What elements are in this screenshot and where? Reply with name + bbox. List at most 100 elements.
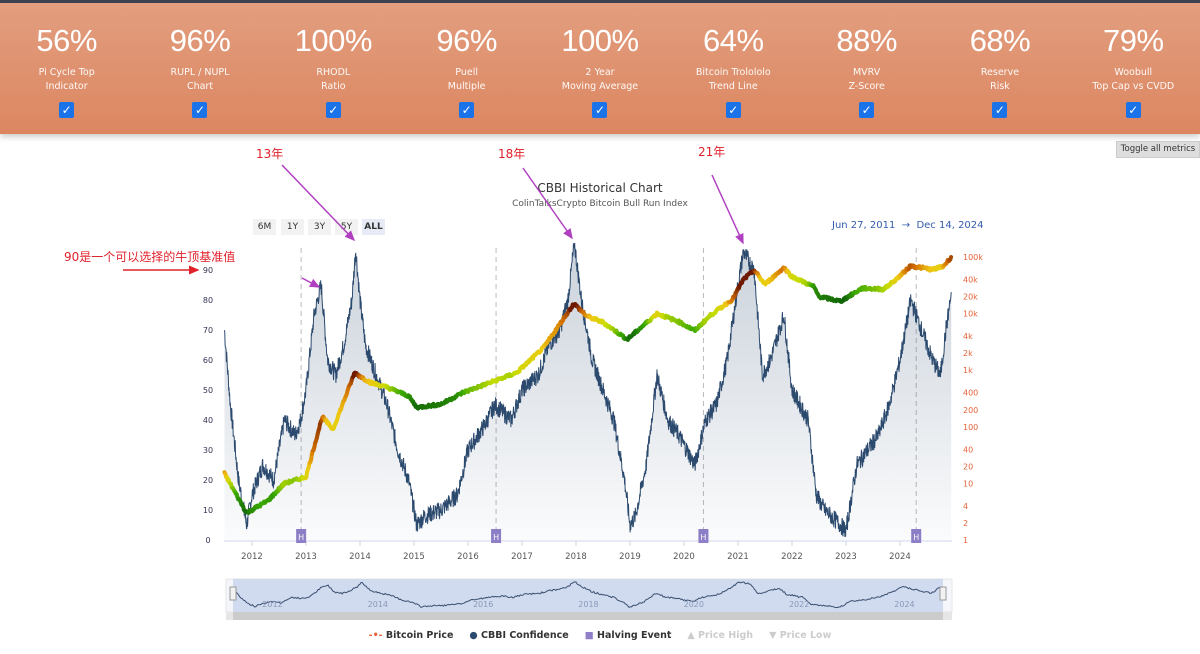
metric-checkbox[interactable]: ✓: [192, 102, 208, 118]
annotation-90-threshold: 90是一个可以选择的牛顶基准值: [64, 250, 236, 264]
range-6m-button[interactable]: 6M: [253, 219, 276, 235]
x-tick-label: 2017: [511, 552, 533, 562]
x-tick-label: 2016: [457, 552, 479, 562]
metric-checkbox[interactable]: ✓: [725, 102, 741, 118]
x-tick-label: 2013: [295, 552, 317, 562]
right-tick-label: 1k: [963, 366, 973, 375]
metric-label: Reserve Risk: [933, 66, 1066, 93]
metric-value: 100%: [561, 23, 639, 58]
right-tick-label: 100: [963, 423, 978, 432]
metric-value: 96%: [169, 23, 231, 58]
metric-label: MVRV Z-Score: [800, 66, 933, 93]
range-1y-button[interactable]: 1Y: [281, 219, 304, 235]
navigator-tick: 2014: [368, 600, 388, 609]
legend-cbbi[interactable]: ● CBBI Confidence: [469, 630, 569, 641]
annotation-arrow: [522, 167, 573, 240]
date-range[interactable]: Jun 27, 2011 → Dec 14, 2024: [832, 220, 984, 231]
left-tick-label: 50: [203, 386, 213, 395]
right-tick-label: 20: [963, 462, 973, 471]
left-tick-label: 90: [203, 266, 213, 275]
metric-1: 96% RUPL / NUPL Chart ✓: [133, 3, 266, 134]
chart-subtitle: ColinTalksCrypto Bitcoin Bull Run Index: [512, 199, 688, 209]
legend-price-high[interactable]: ▲ Price High: [687, 630, 754, 641]
metric-2: 100% RHODL Ratio ✓: [267, 3, 400, 134]
metric-label-line1: Bitcoin Trolololo: [695, 67, 771, 78]
metric-label-line1: RUPL / NUPL: [170, 67, 230, 78]
left-tick-label: 60: [203, 356, 213, 365]
legend-bitcoin-price[interactable]: -•- Bitcoin Price: [368, 630, 454, 641]
metric-label-line2: Multiple: [447, 80, 486, 92]
metric-checkbox[interactable]: ✓: [592, 102, 608, 118]
metric-label-line2: Risk: [990, 80, 1010, 92]
metric-0: 56% Pi Cycle Top Indicator ✓: [0, 3, 133, 134]
metric-label-line1: Woobull: [1114, 67, 1153, 78]
metric-checkbox[interactable]: ✓: [459, 102, 475, 118]
metric-label-line2: Z-Score: [848, 80, 885, 92]
navigator-tick: 2020: [684, 600, 704, 609]
metric-3: 96% Puell Multiple ✓: [400, 3, 533, 134]
metric-checkbox[interactable]: ✓: [1125, 102, 1141, 118]
metric-label-line2: Indicator: [45, 80, 88, 92]
chart-legend: -•- Bitcoin Price ● CBBI Confidence ■ Ha…: [0, 630, 1200, 641]
annotation-arrow: [711, 174, 744, 245]
navigator-selection: [233, 579, 943, 612]
left-tick-label: 80: [203, 296, 213, 305]
metric-checkbox[interactable]: ✓: [992, 102, 1008, 118]
legend-price-low[interactable]: ▼ Price Low: [769, 630, 832, 641]
metric-value: 96%: [436, 23, 497, 58]
right-tick-label: 4k: [963, 332, 973, 341]
left-tick-label: 70: [203, 326, 213, 335]
metric-label-line1: 2 Year: [585, 67, 615, 78]
metric-value: 64%: [703, 23, 764, 58]
metric-value: 56%: [36, 23, 97, 58]
x-tick-label: 2015: [403, 552, 425, 562]
date-from[interactable]: Jun 27, 2011: [832, 220, 896, 231]
right-tick-label: 40: [963, 445, 973, 454]
legend-label: CBBI Confidence: [481, 630, 569, 641]
metric-checkbox[interactable]: ✓: [325, 102, 341, 118]
x-tick-label: 2018: [565, 552, 587, 562]
top-bar: [0, 0, 1200, 3]
navigator-line: [233, 581, 942, 609]
metric-label: Pi Cycle Top Indicator: [0, 66, 133, 93]
x-tick-label: 2024: [889, 552, 911, 562]
metric-checkbox[interactable]: ✓: [59, 102, 75, 118]
metric-label-line2: Trend Line: [708, 80, 758, 92]
metric-checkbox[interactable]: ✓: [859, 102, 875, 118]
legend-halving[interactable]: ■ Halving Event: [584, 630, 672, 641]
x-tick-label: 2022: [781, 552, 803, 562]
range-all-button[interactable]: ALL: [362, 219, 385, 235]
metric-label-line1: RHODL: [316, 67, 351, 78]
metric-label: Bitcoin Trolololo Trend Line: [667, 66, 800, 93]
navigator-handle-right[interactable]: [939, 586, 947, 601]
metric-4: 100% 2 Year Moving Average ✓: [533, 3, 666, 134]
metric-value: 100%: [294, 23, 373, 58]
metric-label-line2: Moving Average: [561, 80, 639, 92]
x-tick-label: 2020: [673, 552, 695, 562]
metric-value: 79%: [1103, 23, 1164, 58]
navigator-tick: 2022: [789, 600, 809, 609]
left-tick-label: 20: [203, 476, 213, 485]
right-tick-label: 1: [963, 536, 968, 545]
x-tick-label: 2014: [349, 552, 371, 562]
right-tick-label: 10k: [963, 310, 978, 319]
metric-label-line2: Top Cap vs CVDD: [1092, 80, 1175, 92]
left-tick-label: 10: [203, 506, 213, 515]
navigator-tick: 2012: [262, 600, 282, 609]
chart-title: CBBI Historical Chart: [537, 181, 663, 195]
metric-8: 79% Woobull Top Cap vs CVDD ✓: [1067, 3, 1200, 134]
right-tick-label: 20k: [963, 293, 978, 302]
metric-7: 68% Reserve Risk ✓: [933, 3, 1066, 134]
date-to[interactable]: Dec 14, 2024: [916, 220, 984, 231]
metric-label: Woobull Top Cap vs CVDD: [1067, 66, 1200, 93]
navigator-tick: 2024: [894, 600, 914, 609]
navigator-handle-left[interactable]: [229, 586, 237, 601]
metric-label: Puell Multiple: [400, 66, 533, 93]
x-tick-label: 2019: [619, 552, 641, 562]
metric-label: 2 Year Moving Average: [533, 66, 666, 93]
range-3y-button[interactable]: 3Y: [308, 219, 331, 235]
scrollbar-thumb[interactable]: [233, 612, 943, 620]
legend-label: Price Low: [779, 630, 832, 641]
metric-6: 88% MVRV Z-Score ✓: [800, 3, 933, 134]
